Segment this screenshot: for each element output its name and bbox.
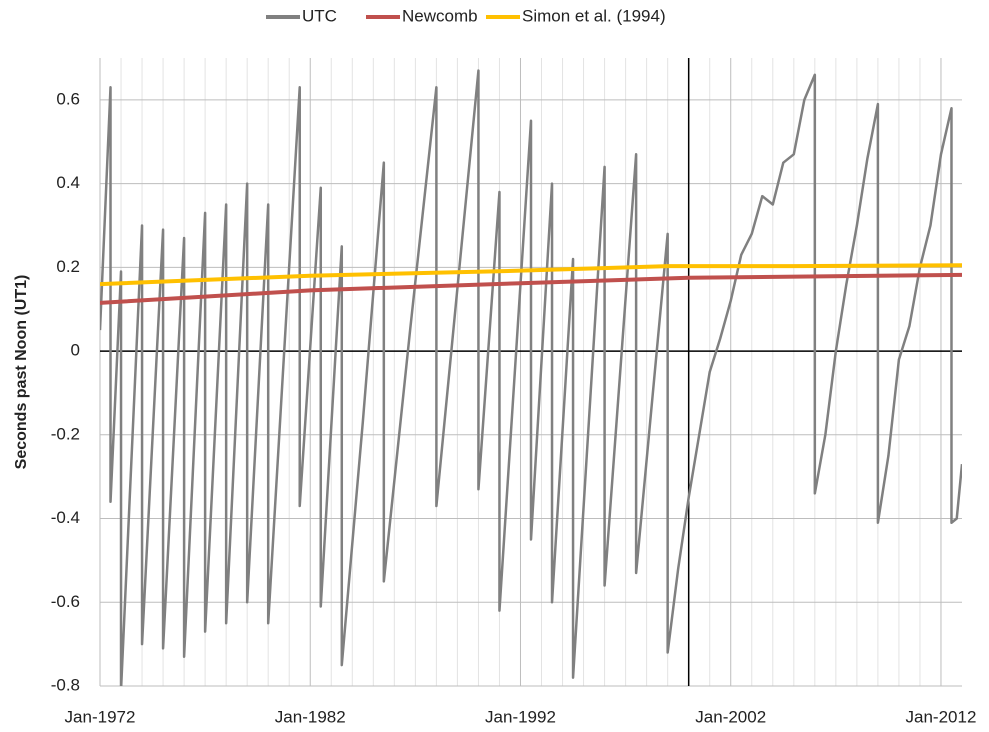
- x-tick-label: Jan-2002: [695, 707, 766, 726]
- y-tick-label: 0.2: [56, 257, 80, 276]
- y-tick-label: 0.4: [56, 173, 80, 192]
- x-tick-label: Jan-1982: [275, 707, 346, 726]
- x-tick-label: Jan-2012: [906, 707, 977, 726]
- x-tick-label: Jan-1972: [65, 707, 136, 726]
- x-tick-label: Jan-1992: [485, 707, 556, 726]
- legend-label: Simon et al. (1994): [522, 6, 666, 25]
- y-tick-label: 0.6: [56, 89, 80, 108]
- plot-area: [100, 69, 962, 686]
- y-tick-label: 0: [71, 341, 80, 360]
- y-tick-label: -0.4: [51, 508, 80, 527]
- series-line: [100, 272, 962, 305]
- y-tick-label: -0.2: [51, 424, 80, 443]
- legend-label: Newcomb: [402, 6, 478, 25]
- y-axis-title: Seconds past Noon (UT1): [13, 275, 30, 470]
- y-tick-label: -0.8: [51, 675, 80, 694]
- y-tick-label: -0.6: [51, 592, 80, 611]
- legend-label: UTC: [302, 6, 337, 25]
- series-line: [100, 69, 962, 686]
- series-line: [100, 263, 962, 287]
